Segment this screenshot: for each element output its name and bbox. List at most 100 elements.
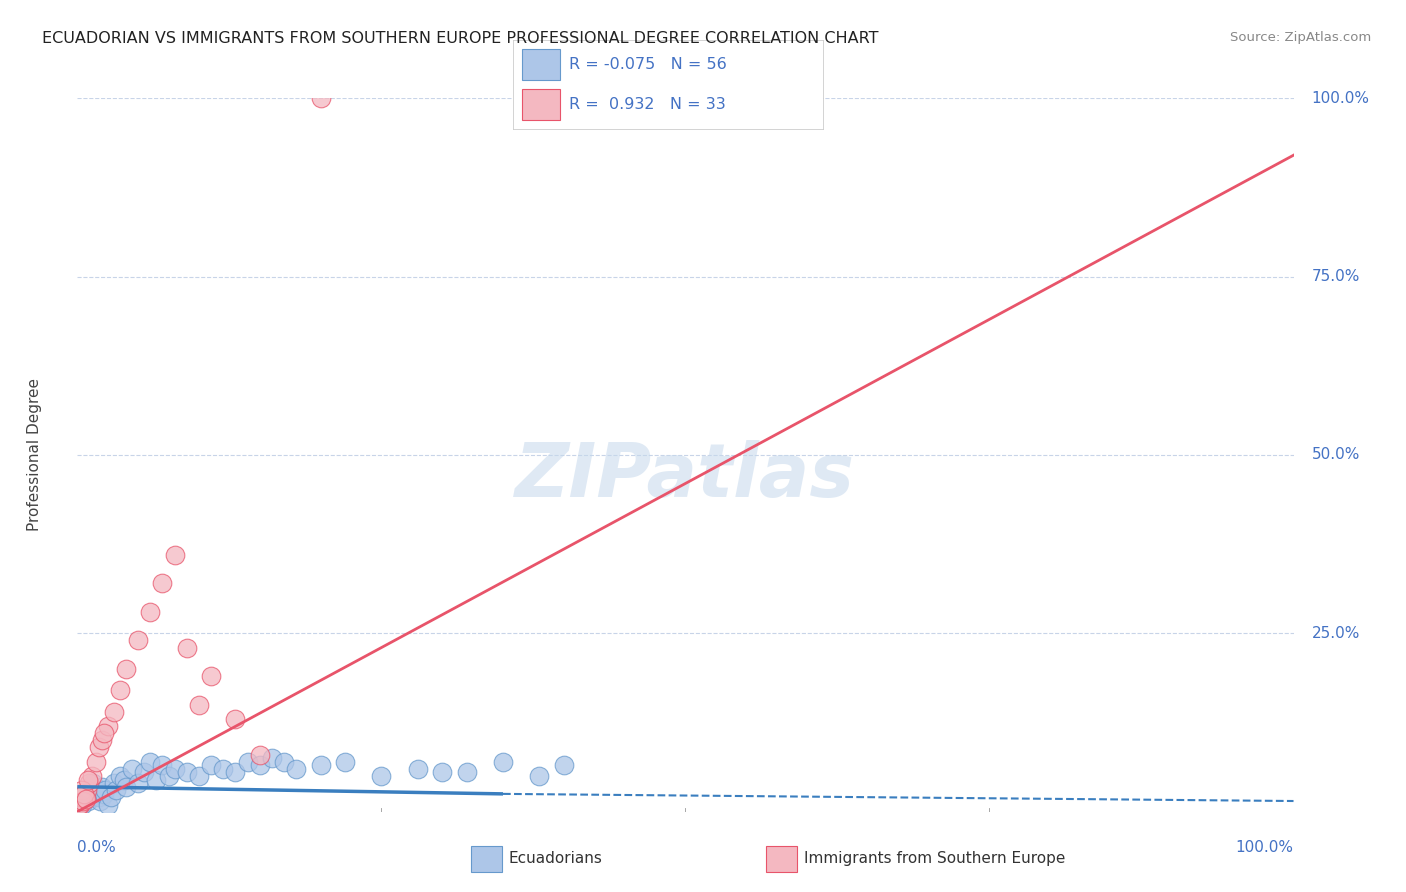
Point [70, 787, 93, 801]
Point [333, 755, 356, 769]
Point [77, 772, 100, 787]
Point [103, 705, 125, 719]
Text: R =  0.932   N = 33: R = 0.932 N = 33 [569, 97, 725, 112]
Point [72, 787, 94, 801]
Point [70, 783, 93, 797]
Point [89, 794, 111, 808]
Point [97, 797, 120, 812]
Point [80, 780, 103, 794]
Point [430, 765, 453, 780]
Point [456, 765, 478, 780]
Point [72, 790, 94, 805]
Point [188, 769, 211, 783]
Text: 100.0%: 100.0% [1312, 91, 1369, 105]
Point [69, 790, 91, 805]
Point [90, 780, 112, 794]
Point [86, 783, 108, 797]
Point [370, 769, 392, 783]
Text: 100.0%: 100.0% [1236, 840, 1294, 855]
Point [145, 772, 167, 787]
Point [163, 762, 186, 776]
Text: Immigrants from Southern Europe: Immigrants from Southern Europe [804, 852, 1066, 866]
Point [236, 755, 259, 769]
Point [139, 605, 162, 619]
Point [249, 747, 271, 762]
Point [121, 762, 143, 776]
Point [76, 783, 98, 797]
Point [69, 797, 91, 812]
Point [115, 780, 138, 794]
Text: Ecuadorians: Ecuadorians [509, 852, 603, 866]
Point [80, 769, 103, 783]
Point [249, 758, 271, 772]
Point [492, 755, 515, 769]
Point [79, 776, 101, 790]
Text: ZIPatlas: ZIPatlas [516, 440, 855, 513]
Point [97, 719, 120, 733]
Point [84, 755, 107, 769]
Point [70, 790, 93, 805]
Point [163, 548, 186, 562]
Point [89, 790, 111, 805]
Point [94, 783, 117, 797]
Point [212, 762, 235, 776]
Point [157, 769, 180, 783]
Point [309, 91, 332, 105]
Point [80, 790, 103, 805]
Point [69, 797, 91, 812]
Text: Source: ZipAtlas.com: Source: ZipAtlas.com [1230, 31, 1371, 45]
Point [77, 794, 100, 808]
Point [127, 633, 149, 648]
Point [69, 790, 91, 805]
Point [79, 787, 101, 801]
Point [70, 794, 93, 808]
Point [224, 765, 246, 780]
Point [84, 787, 107, 801]
Point [139, 755, 162, 769]
Point [67, 797, 90, 812]
Point [285, 762, 308, 776]
Point [89, 740, 111, 755]
Point [406, 762, 429, 776]
Text: 50.0%: 50.0% [1312, 448, 1360, 462]
Point [73, 787, 96, 801]
Bar [523, 89, 560, 120]
Point [105, 783, 128, 797]
Text: R = -0.075   N = 56: R = -0.075 N = 56 [569, 57, 727, 72]
Text: ECUADORIAN VS IMMIGRANTS FROM SOUTHERN EUROPE PROFESSIONAL DEGREE CORRELATION CH: ECUADORIAN VS IMMIGRANTS FROM SOUTHERN E… [42, 31, 879, 46]
Point [75, 792, 97, 806]
Point [67, 794, 90, 808]
Point [176, 765, 198, 780]
Point [200, 758, 222, 772]
Point [70, 794, 93, 808]
Point [188, 698, 211, 712]
Point [152, 758, 174, 772]
Point [273, 755, 295, 769]
Text: 0.0%: 0.0% [77, 840, 117, 855]
Point [76, 783, 98, 797]
Point [115, 662, 138, 676]
Point [73, 792, 96, 806]
Text: 75.0%: 75.0% [1312, 269, 1360, 284]
Point [529, 769, 551, 783]
Bar [523, 49, 560, 80]
Point [70, 797, 93, 812]
Point [553, 758, 575, 772]
Point [93, 726, 115, 740]
Point [224, 712, 246, 726]
Point [103, 776, 125, 790]
Point [112, 772, 135, 787]
Text: 25.0%: 25.0% [1312, 626, 1360, 640]
Point [108, 769, 131, 783]
Point [108, 683, 131, 698]
Point [152, 576, 174, 591]
Point [90, 733, 112, 747]
Point [93, 787, 115, 801]
Point [260, 751, 283, 765]
Point [82, 776, 104, 790]
Point [72, 794, 94, 808]
Point [309, 758, 332, 772]
Text: Professional Degree: Professional Degree [27, 378, 42, 532]
Point [200, 669, 222, 683]
Point [75, 790, 97, 805]
